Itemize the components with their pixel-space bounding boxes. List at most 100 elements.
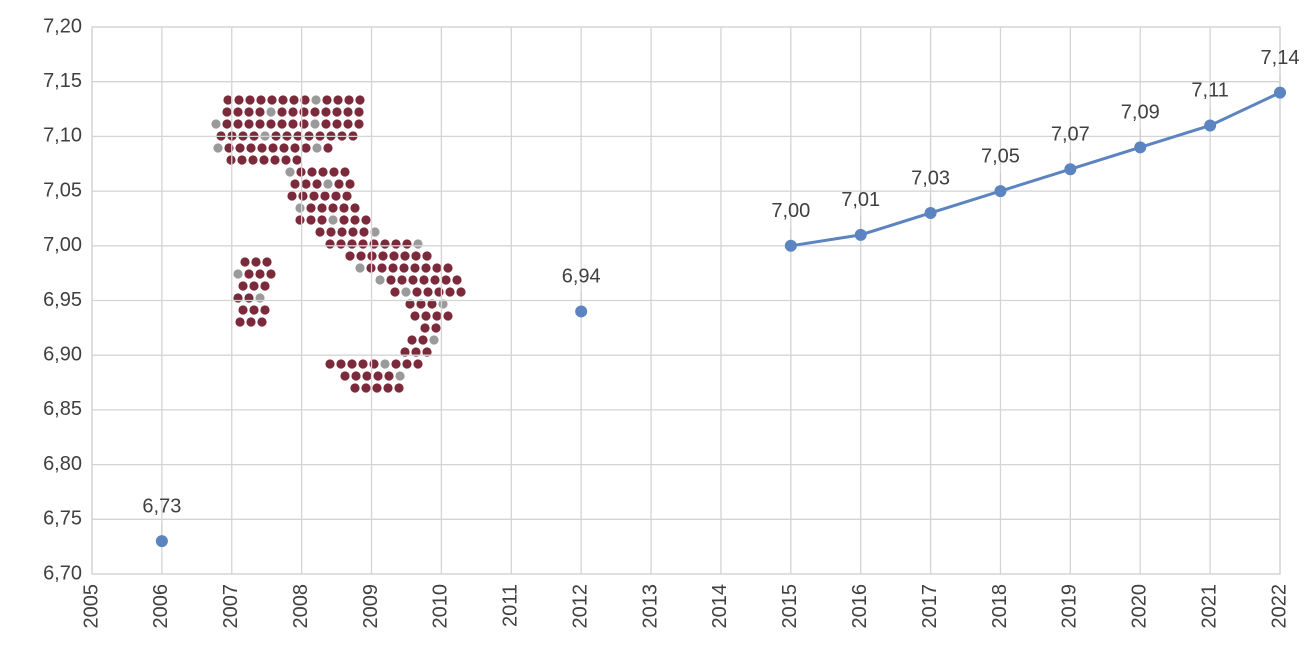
map-dot: [434, 287, 444, 297]
map-dot: [306, 215, 316, 225]
y-tick-label: 7,20: [43, 15, 82, 37]
map-dot: [257, 143, 267, 153]
map-dot: [334, 179, 344, 189]
map-dot: [329, 167, 339, 177]
map-dot: [246, 143, 256, 153]
map-dot: [391, 359, 401, 369]
map-dot: [389, 251, 399, 261]
map-dot: [356, 251, 366, 261]
map-dot: [325, 239, 335, 249]
map-dot: [340, 371, 350, 381]
map-dot: [422, 251, 432, 261]
map-dot: [377, 263, 387, 273]
map-dot: [413, 239, 423, 249]
map-dot: [328, 215, 338, 225]
map-dot: [343, 107, 353, 117]
map-dot: [391, 239, 401, 249]
data-label: 7,01: [841, 189, 880, 211]
map-dot: [292, 155, 302, 165]
map-dot: [431, 323, 441, 333]
marker: [1134, 141, 1147, 154]
map-dot: [317, 215, 327, 225]
map-dot: [233, 293, 243, 303]
map-dot: [399, 263, 409, 273]
y-tick-label: 6,90: [43, 343, 82, 365]
map-dot: [259, 155, 269, 165]
map-dot: [233, 107, 243, 117]
x-tick-label: 2016: [849, 584, 871, 629]
map-dot: [310, 119, 320, 129]
marker: [575, 305, 588, 318]
map-dot: [423, 287, 433, 297]
map-dot: [309, 191, 319, 201]
map-dot: [355, 263, 365, 273]
map-dot: [244, 293, 254, 303]
map-dot: [233, 269, 243, 279]
y-tick-label: 6,95: [43, 289, 82, 311]
map-dot: [277, 107, 287, 117]
y-tick-label: 7,00: [43, 234, 82, 256]
map-dot: [410, 263, 420, 273]
y-tick-label: 7,15: [43, 70, 82, 92]
map-dot: [438, 299, 448, 309]
y-tick-label: 6,80: [43, 453, 82, 475]
map-dot: [299, 107, 309, 117]
x-tick-label: 2022: [1268, 584, 1290, 629]
map-dot: [233, 119, 243, 129]
map-dot: [270, 155, 280, 165]
y-tick-label: 7,05: [43, 179, 82, 201]
map-dot: [452, 275, 462, 285]
map-dot: [279, 143, 289, 153]
map-dot: [345, 179, 355, 189]
map-dot: [358, 239, 368, 249]
map-dot: [421, 311, 431, 321]
map-dot: [405, 299, 415, 309]
map-dot: [262, 257, 272, 267]
map-dot: [326, 227, 336, 237]
map-dot: [322, 95, 332, 105]
map-dot: [432, 311, 442, 321]
y-tick-label: 6,85: [43, 398, 82, 420]
map-dot: [432, 263, 442, 273]
map-dot: [340, 167, 350, 177]
marker: [1274, 86, 1286, 99]
map-dot: [234, 95, 244, 105]
map-dot: [344, 95, 354, 105]
map-dot: [281, 155, 291, 165]
map-dot: [445, 287, 455, 297]
map-dot: [235, 143, 245, 153]
map-dot: [361, 383, 371, 393]
map-dot: [443, 311, 453, 321]
map-dot: [268, 143, 278, 153]
map-dot: [321, 119, 331, 129]
map-dot: [277, 119, 287, 129]
map-dot: [350, 383, 360, 393]
map-dot: [211, 119, 221, 129]
x-tick-label: 2015: [779, 584, 801, 629]
map-dot: [222, 119, 232, 129]
map-dot: [331, 191, 341, 201]
map-dot: [238, 281, 248, 291]
map-dot: [427, 299, 437, 309]
map-dot: [244, 107, 254, 117]
x-tick-label: 2009: [360, 584, 382, 629]
map-dot: [401, 287, 411, 297]
map-dot: [235, 317, 245, 327]
map-dot: [421, 263, 431, 273]
map-dot: [307, 167, 317, 177]
map-dot: [375, 275, 385, 285]
map-dot: [255, 107, 265, 117]
data-label: 6,94: [562, 266, 601, 288]
map-dot: [248, 155, 258, 165]
map-dot: [354, 119, 364, 129]
x-tick-label: 2011: [500, 584, 522, 627]
map-dot: [342, 191, 352, 201]
marker: [1204, 119, 1217, 132]
x-tick-label: 2008: [290, 584, 312, 629]
map-dot: [402, 239, 412, 249]
map-dot: [380, 239, 390, 249]
data-label: 7,03: [911, 167, 950, 189]
data-label: 7,07: [1051, 124, 1090, 146]
map-dot: [312, 179, 322, 189]
